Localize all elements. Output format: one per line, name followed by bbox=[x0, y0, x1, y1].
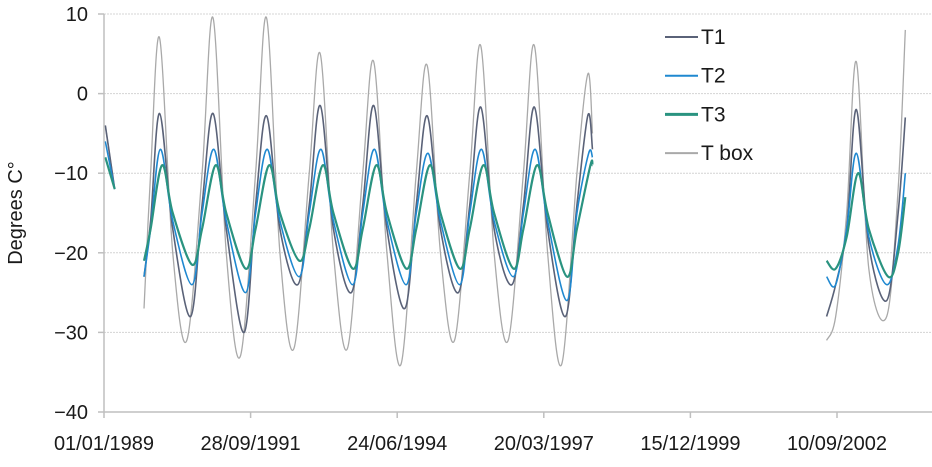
y-tick-label: −30 bbox=[54, 322, 88, 344]
x-tick-label: 15/12/1999 bbox=[640, 433, 740, 455]
legend-label: T3 bbox=[701, 103, 726, 126]
legend-label: T1 bbox=[701, 26, 726, 49]
axes bbox=[103, 14, 932, 413]
legend: T1 T2 T3 T box bbox=[665, 26, 754, 165]
y-tick-label: −40 bbox=[54, 402, 88, 424]
y-tick-label: 0 bbox=[77, 84, 88, 106]
y-tick-label: 10 bbox=[66, 4, 88, 26]
x-tick-label: 20/03/1997 bbox=[494, 433, 594, 455]
series-t-box bbox=[104, 16, 906, 367]
x-tick-label: 10/09/2002 bbox=[787, 433, 887, 455]
y-axis-label: Degrees C° bbox=[5, 161, 27, 265]
series-line-segment bbox=[143, 148, 594, 302]
legend-item: T box bbox=[665, 142, 754, 165]
series-line-segment bbox=[143, 16, 594, 367]
x-tick-label: 24/06/1994 bbox=[347, 433, 447, 455]
y-tick-labels: 10 0 −10 −20 −30 −40 bbox=[54, 4, 104, 424]
legend-label: T box bbox=[701, 142, 754, 165]
series-line-segment bbox=[142, 159, 594, 278]
series-lines bbox=[104, 16, 907, 367]
legend-item: T1 bbox=[665, 26, 726, 49]
x-tick-label: 01/01/1989 bbox=[54, 433, 154, 455]
legend-label: T2 bbox=[701, 65, 726, 88]
x-tick-labels: 01/01/1989 28/09/1991 24/06/1994 20/03/1997… bbox=[54, 412, 887, 455]
y-tick-label: −20 bbox=[54, 243, 88, 265]
series-t3 bbox=[104, 156, 907, 279]
gridlines bbox=[104, 13, 932, 333]
y-tick-label: −10 bbox=[54, 163, 88, 185]
series-line-segment bbox=[825, 29, 906, 341]
legend-item: T3 bbox=[665, 103, 726, 126]
series-line-segment bbox=[104, 156, 116, 190]
x-tick-label: 28/09/1991 bbox=[201, 433, 301, 455]
series-line-segment bbox=[143, 104, 594, 334]
legend-item: T2 bbox=[665, 65, 726, 88]
series-line-segment bbox=[825, 172, 907, 279]
